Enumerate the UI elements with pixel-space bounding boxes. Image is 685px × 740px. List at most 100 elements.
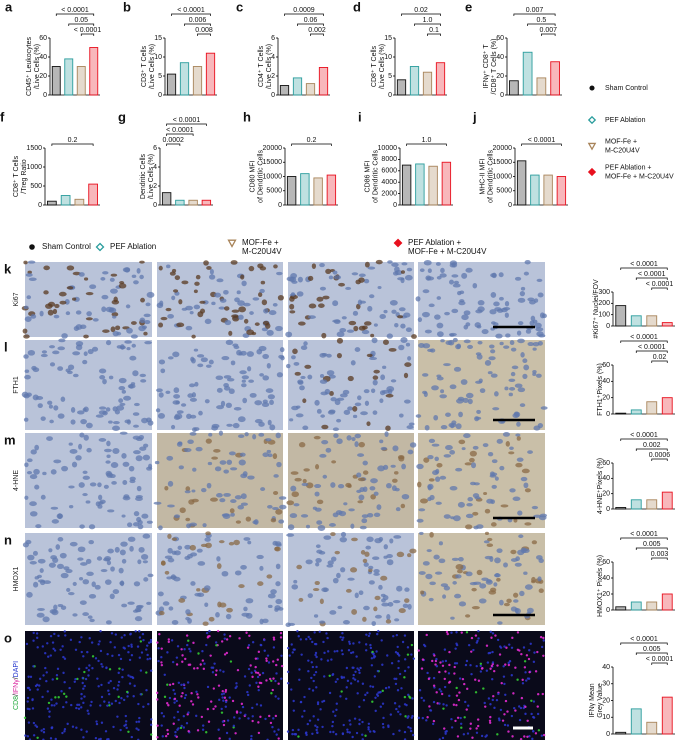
cell [542, 639, 545, 642]
cell [221, 690, 224, 693]
y-tick-label: 5 [158, 73, 162, 80]
cell [520, 547, 527, 554]
cell [326, 353, 332, 358]
cell [204, 537, 211, 542]
cell [533, 651, 536, 654]
significance-bracket [80, 33, 95, 36]
y-tick-label: 2 [153, 183, 157, 190]
cell [441, 736, 445, 740]
cell [106, 454, 111, 459]
cell [50, 469, 57, 475]
cell [268, 310, 277, 316]
bar [64, 58, 74, 96]
cell [338, 510, 347, 517]
cell [299, 385, 305, 391]
cell [267, 419, 272, 426]
cell [422, 289, 430, 294]
cell [224, 700, 228, 704]
cell [285, 363, 291, 369]
cell [332, 300, 339, 307]
cell [226, 607, 233, 613]
cell [390, 464, 396, 468]
cell [386, 559, 394, 566]
cell [466, 732, 470, 735]
bar [522, 51, 533, 96]
cell [522, 646, 526, 649]
cell [158, 265, 163, 271]
cell [345, 666, 349, 670]
cell [61, 731, 64, 735]
cell [502, 665, 505, 668]
cell [125, 304, 131, 309]
cell [445, 630, 449, 634]
cell [345, 686, 348, 689]
row-label-part: CD8 [13, 696, 20, 710]
cell [225, 402, 232, 409]
cell [313, 614, 319, 618]
cell [361, 518, 368, 524]
cell [277, 294, 284, 301]
cell [401, 640, 405, 644]
cell [107, 681, 110, 685]
cell [434, 314, 441, 320]
cell [103, 484, 109, 489]
cell [176, 441, 183, 447]
cell [455, 631, 458, 634]
y-tick-label: 0 [606, 607, 610, 614]
cell [289, 513, 298, 519]
cell [295, 413, 304, 418]
cell [118, 377, 127, 384]
cell [139, 373, 147, 378]
row-label: FTH1 [13, 376, 20, 394]
cell [89, 618, 95, 623]
cell [37, 558, 46, 564]
cell [199, 663, 202, 666]
cell [503, 682, 506, 686]
cell [27, 554, 35, 561]
cell [302, 478, 307, 484]
cell [257, 650, 261, 654]
cell [124, 714, 128, 718]
cell [317, 524, 326, 531]
cell [403, 372, 409, 379]
cell [532, 319, 538, 324]
cell [26, 696, 30, 700]
cell [167, 638, 171, 641]
cell [224, 705, 227, 708]
y-tick-label: 300 [598, 289, 610, 296]
y-tick-label: 20000 [263, 145, 283, 152]
cell [384, 431, 389, 437]
cell [367, 728, 370, 731]
cell [436, 462, 443, 468]
cell [477, 340, 483, 345]
cell [392, 478, 398, 483]
cell [176, 410, 184, 414]
cell [397, 315, 404, 319]
significance-bracket [651, 360, 668, 363]
cell [486, 661, 490, 664]
cell [280, 355, 285, 361]
cell [347, 577, 355, 581]
p-value: < 0.0001 [630, 432, 658, 439]
cell [225, 651, 229, 655]
cell [77, 703, 81, 707]
cell [532, 716, 536, 719]
cell [521, 468, 530, 474]
cell [332, 577, 339, 584]
y-tick-label: 6000 [381, 168, 397, 175]
cell [157, 591, 164, 597]
cell [311, 689, 315, 692]
cell [503, 713, 506, 716]
cell [24, 316, 32, 322]
cell [37, 607, 45, 611]
cell [48, 710, 51, 713]
cell [369, 486, 376, 491]
cell [168, 696, 172, 700]
cell [416, 463, 424, 470]
bar [646, 721, 658, 735]
cell [301, 482, 309, 487]
cell [435, 476, 441, 482]
cell [536, 693, 540, 696]
cell [540, 645, 544, 649]
cell [460, 631, 463, 634]
